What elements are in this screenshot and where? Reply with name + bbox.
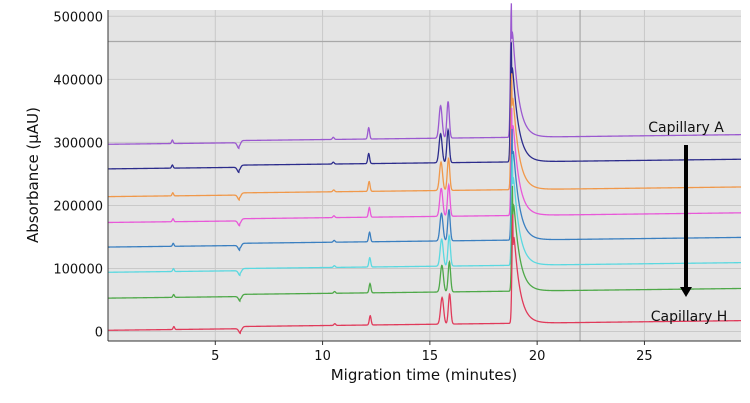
trace-capillary-g	[107, 185, 742, 303]
capillary-h-label: Capillary H	[651, 309, 728, 325]
y-tick-label: 0	[95, 326, 103, 341]
capillary-a-label: Capillary A	[648, 120, 724, 136]
grid-lines	[108, 10, 741, 341]
x-tick-labels: 5 10 15 20 25	[211, 341, 653, 364]
trace-capillary-b	[108, 42, 742, 174]
trace-capillary-h	[108, 214, 741, 335]
y-tick-label: 300000	[53, 136, 103, 151]
down-arrow-icon	[680, 145, 692, 297]
plot-background	[108, 10, 741, 341]
trace-capillary-e	[107, 128, 742, 252]
x-tick-label: 5	[211, 349, 219, 364]
y-tick-label: 100000	[53, 262, 103, 277]
reference-lines	[108, 10, 741, 341]
x-axis-title: Migration time (minutes)	[331, 366, 518, 384]
y-tick-label: 500000	[53, 10, 103, 25]
trace-capillary-f	[107, 154, 742, 277]
y-axis-title: Absorbance (µAU)	[24, 107, 42, 243]
trace-capillary-a	[108, 3, 741, 150]
y-tick-label: 200000	[53, 199, 103, 214]
x-tick-label: 20	[529, 349, 546, 364]
axes	[107, 10, 741, 342]
x-tick-label: 25	[636, 349, 653, 364]
x-tick-label: 15	[422, 349, 439, 364]
y-tick-labels: 0 100000 200000 300000 400000 500000	[53, 10, 103, 340]
x-tick-label: 10	[314, 349, 331, 364]
y-tick-label: 400000	[53, 73, 103, 88]
trace-lines	[107, 3, 742, 335]
trace-capillary-c	[108, 73, 742, 202]
trace-capillary-d	[108, 107, 742, 227]
